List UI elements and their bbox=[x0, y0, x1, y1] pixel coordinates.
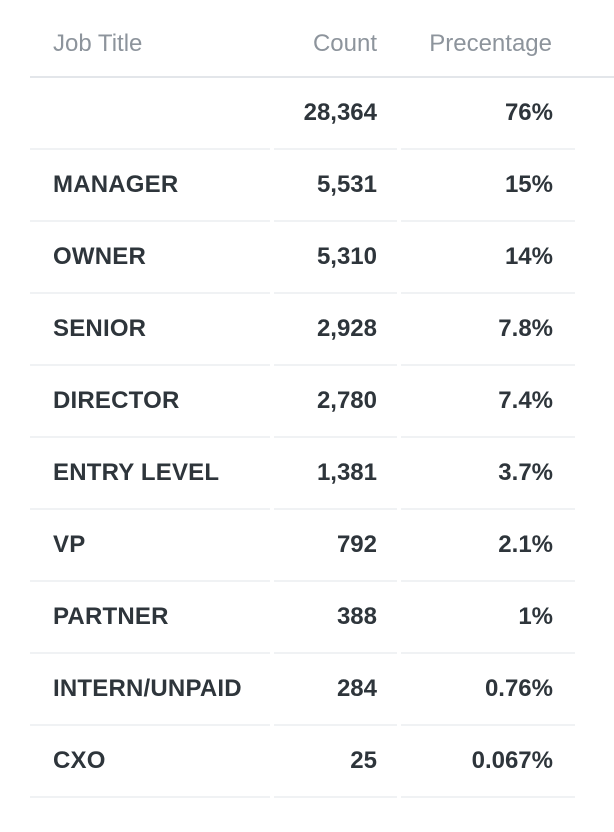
count-cell: 792 bbox=[274, 510, 397, 582]
count-cell: 284 bbox=[274, 654, 397, 726]
table-row: INTERN/UNPAID 284 0.76% bbox=[30, 654, 614, 726]
percentage-cell: 76% bbox=[401, 78, 575, 150]
job-title-cell bbox=[30, 78, 270, 150]
table-row: VP 792 2.1% bbox=[30, 510, 614, 582]
table-row: DIRECTOR 2,780 7.4% bbox=[30, 366, 614, 438]
table-row: ENTRY LEVEL 1,381 3.7% bbox=[30, 438, 614, 510]
percentage-cell: 2.1% bbox=[401, 510, 575, 582]
job-title-cell: DIRECTOR bbox=[30, 366, 270, 438]
table-row: OWNER 5,310 14% bbox=[30, 222, 614, 294]
table-row: MANAGER 5,531 15% bbox=[30, 150, 614, 222]
table-row: CXO 25 0.067% bbox=[30, 726, 614, 798]
table-row: 28,364 76% bbox=[30, 78, 614, 150]
percentage-cell: 14% bbox=[401, 222, 575, 294]
table-row: SENIOR 2,928 7.8% bbox=[30, 294, 614, 366]
table-header: Job Title Count Precentage bbox=[30, 0, 614, 78]
job-title-cell: CXO bbox=[30, 726, 270, 798]
count-cell: 2,928 bbox=[274, 294, 397, 366]
column-header-percentage[interactable]: Precentage bbox=[429, 30, 552, 57]
job-title-cell: ENTRY LEVEL bbox=[30, 438, 270, 510]
table-body: 28,364 76% MANAGER 5,531 15% OWNER 5,310… bbox=[30, 78, 614, 798]
percentage-cell: 0.76% bbox=[401, 654, 575, 726]
percentage-cell: 3.7% bbox=[401, 438, 575, 510]
count-cell: 25 bbox=[274, 726, 397, 798]
job-title-cell: SENIOR bbox=[30, 294, 270, 366]
count-cell: 1,381 bbox=[274, 438, 397, 510]
table-row: PARTNER 388 1% bbox=[30, 582, 614, 654]
count-cell: 5,310 bbox=[274, 222, 397, 294]
count-cell: 5,531 bbox=[274, 150, 397, 222]
job-title-cell: MANAGER bbox=[30, 150, 270, 222]
count-cell: 388 bbox=[274, 582, 397, 654]
count-cell: 28,364 bbox=[274, 78, 397, 150]
count-cell: 2,780 bbox=[274, 366, 397, 438]
job-title-cell: OWNER bbox=[30, 222, 270, 294]
job-title-table: Job Title Count Precentage 28,364 76% MA… bbox=[30, 0, 614, 798]
percentage-cell: 15% bbox=[401, 150, 575, 222]
percentage-cell: 1% bbox=[401, 582, 575, 654]
column-header-job-title[interactable]: Job Title bbox=[53, 30, 143, 57]
column-header-count[interactable]: Count bbox=[312, 30, 377, 57]
percentage-cell: 0.067% bbox=[401, 726, 575, 798]
percentage-cell: 7.8% bbox=[401, 294, 575, 366]
job-title-cell: VP bbox=[30, 510, 270, 582]
job-title-cell: PARTNER bbox=[30, 582, 270, 654]
percentage-cell: 7.4% bbox=[401, 366, 575, 438]
job-title-cell: INTERN/UNPAID bbox=[30, 654, 270, 726]
